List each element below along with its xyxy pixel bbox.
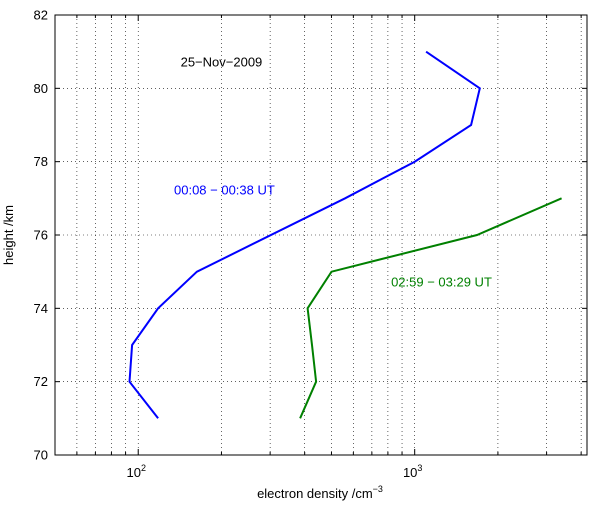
y-tick-label: 74 bbox=[34, 301, 48, 316]
y-tick-label: 70 bbox=[34, 448, 48, 463]
x-tick-label-base: 10 bbox=[126, 465, 140, 480]
y-axis-label: height /km bbox=[1, 205, 16, 265]
annotations: 25−Nov−2009 00:08 − 00:38 UT 02:59 − 03:29… bbox=[174, 54, 492, 289]
grid bbox=[55, 15, 587, 455]
annotation-2: 00:08 − 00:38 UT bbox=[174, 183, 275, 198]
annotation-3: 02:59 − 03:29 UT bbox=[391, 274, 492, 289]
x-tick-label: 103 bbox=[403, 463, 422, 480]
x-axis-label-text: electron density /cm bbox=[257, 486, 373, 501]
x-axis-label-superscript: −3 bbox=[373, 484, 383, 494]
series-layer bbox=[128, 50, 562, 419]
x-tick-label: 102 bbox=[126, 463, 145, 480]
series-line-1 bbox=[128, 50, 481, 419]
x-tick-label-base: 10 bbox=[403, 465, 417, 480]
y-tick-label: 80 bbox=[34, 81, 48, 96]
y-tick-label: 78 bbox=[34, 154, 48, 169]
y-tick-label: 82 bbox=[34, 8, 48, 23]
y-tick-label: 76 bbox=[34, 228, 48, 243]
ticks bbox=[55, 14, 587, 456]
x-tick-label-exponent: 3 bbox=[417, 463, 422, 473]
x-tick-label-exponent: 2 bbox=[141, 463, 146, 473]
x-axis-label: electron density /cm−3 bbox=[257, 484, 383, 501]
annotation-1: 25−Nov−2009 bbox=[181, 54, 263, 69]
series-line-2 bbox=[299, 197, 562, 419]
y-tick-label: 72 bbox=[34, 374, 48, 389]
